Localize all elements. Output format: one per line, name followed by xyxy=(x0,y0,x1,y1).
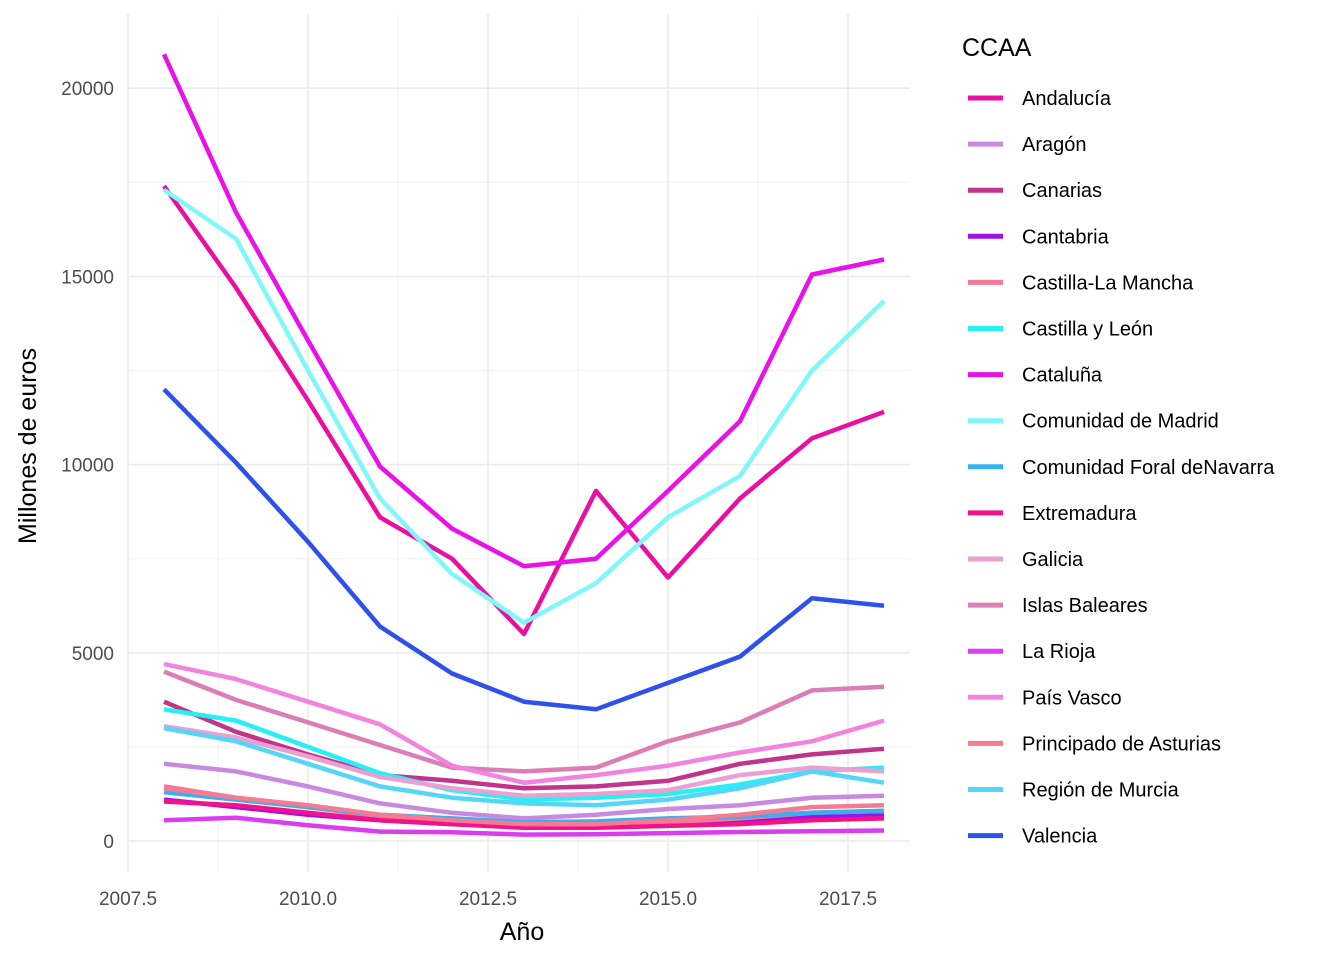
series-line-principado-de-asturias xyxy=(163,786,885,827)
axes: 2007.5 2010.0 2012.5 2015.0 2017.5 0 5000 10000… xyxy=(61,79,877,910)
series-line-aragón xyxy=(163,761,885,821)
y-tick-label: 20000 xyxy=(61,79,114,100)
legend-label: Cantabria xyxy=(1022,226,1110,248)
series-line-valencia xyxy=(162,387,885,712)
legend-label: Región de Murcia xyxy=(1022,780,1180,802)
x-tick-label: 2010.0 xyxy=(279,889,337,910)
series-line-la-rioja xyxy=(163,815,885,837)
y-tick-label: 15000 xyxy=(61,267,114,288)
x-tick-label: 2015.0 xyxy=(639,889,697,910)
legend-label: Andalucía xyxy=(1022,88,1112,110)
y-axis-title: Millones de euros xyxy=(14,348,42,544)
series-line-cataluña xyxy=(161,53,885,569)
series-line-galicia xyxy=(163,723,885,799)
y-tick-label: 0 xyxy=(103,832,114,853)
legend-label: Canarias xyxy=(1022,180,1102,202)
series-line-comunidad-de-madrid xyxy=(162,187,886,625)
legend-label: Castilla y León xyxy=(1022,319,1153,341)
legend-label: Islas Baleares xyxy=(1022,595,1148,617)
legend: CCAA Andalucía Aragón Canarias Cantabria Cas… xyxy=(962,34,1275,848)
legend-label: Aragón xyxy=(1022,134,1087,156)
x-axis-title: Año xyxy=(500,918,544,946)
legend-label: Galicia xyxy=(1022,549,1084,571)
legend-label: Comunidad Foral deNavarra xyxy=(1022,457,1275,479)
legend-label: Cataluña xyxy=(1022,365,1103,387)
series-line-canarias xyxy=(163,699,885,791)
legend-title: CCAA xyxy=(962,34,1032,62)
series-lines xyxy=(161,53,886,837)
series-line-castilla-y-león xyxy=(163,707,885,802)
x-tick-label: 2007.5 xyxy=(99,889,157,910)
series-line-región-de-murcia xyxy=(163,725,885,808)
x-tick-label: 2017.5 xyxy=(819,889,877,910)
series-line-andalucía xyxy=(162,184,885,637)
y-tick-label: 10000 xyxy=(61,456,114,477)
legend-label: Comunidad de Madrid xyxy=(1022,411,1219,433)
legend-label: País Vasco xyxy=(1022,687,1122,709)
legend-label: Valencia xyxy=(1022,826,1098,848)
legend-label: Principado de Asturias xyxy=(1022,733,1221,755)
series-line-islas-baleares xyxy=(163,669,885,774)
series-line-extremadura xyxy=(163,799,885,831)
legend-label: Extremadura xyxy=(1022,503,1137,525)
series-line-país-vasco xyxy=(163,661,885,785)
y-tick-label: 5000 xyxy=(72,644,114,665)
x-tick-label: 2012.5 xyxy=(459,889,517,910)
legend-label: Castilla-La Mancha xyxy=(1022,272,1194,294)
legend-label: La Rioja xyxy=(1022,641,1096,663)
